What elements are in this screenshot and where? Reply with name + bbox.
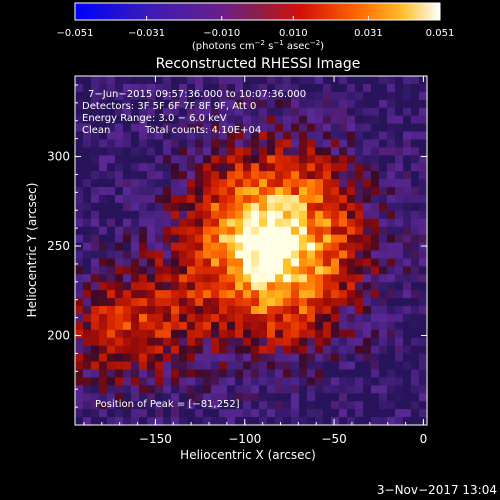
colorbar-ticks: −0.051 −0.031 −0.010 0.010 0.031 0.051: [56, 16, 454, 39]
y-axis-label: Heliocentric Y (arcsec): [25, 183, 39, 318]
annotation-energy: Energy Range: 3.0 − 6.0 keV: [82, 113, 227, 124]
colorbar-unit: (photons cm−2 s−1 asec−2): [192, 39, 324, 52]
y-tick-label: 200: [47, 329, 70, 343]
colorbar-tick-label: 0.010: [279, 28, 308, 39]
heatmap-image: [75, 76, 428, 426]
datestamp: 3−Nov−2017 13:04: [377, 483, 497, 497]
x-tick-label: −150: [139, 432, 172, 446]
x-axis-label: Heliocentric X (arcsec): [180, 448, 316, 462]
annotation-detectors: Detectors: 3F 5F 6F 7F 8F 9F, Att 0: [82, 101, 256, 112]
annotation-peak: Position of Peak = [−81,252]: [95, 399, 240, 410]
annotation-counts: Total counts: 4.10E+04: [144, 125, 261, 136]
colorbar-tick-label: 0.051: [426, 28, 455, 39]
plot-frame: [74, 75, 428, 426]
colorbar-tick-label: −0.051: [56, 28, 93, 39]
colorbar-tick-label: −0.031: [128, 28, 165, 39]
colorbar-tick-label: −0.010: [203, 28, 240, 39]
x-tick-label: −100: [228, 432, 261, 446]
x-tick-label: −50: [321, 432, 346, 446]
y-tick-label: 250: [47, 239, 70, 253]
chart-title: Reconstructed RHESSI Image: [156, 56, 361, 72]
x-tick-label: 0: [420, 432, 428, 446]
axis-ticks: −150 −100 −50 0 200 250 300: [47, 76, 427, 446]
colorbar: [74, 2, 441, 21]
colorbar-tick-label: 0.031: [354, 28, 383, 39]
y-tick-label: 300: [47, 150, 70, 164]
annotation-time: 7−Jun−2015 09:57:36.000 to 10:07:36.000: [88, 89, 306, 100]
annotation-method: Clean: [82, 125, 110, 136]
